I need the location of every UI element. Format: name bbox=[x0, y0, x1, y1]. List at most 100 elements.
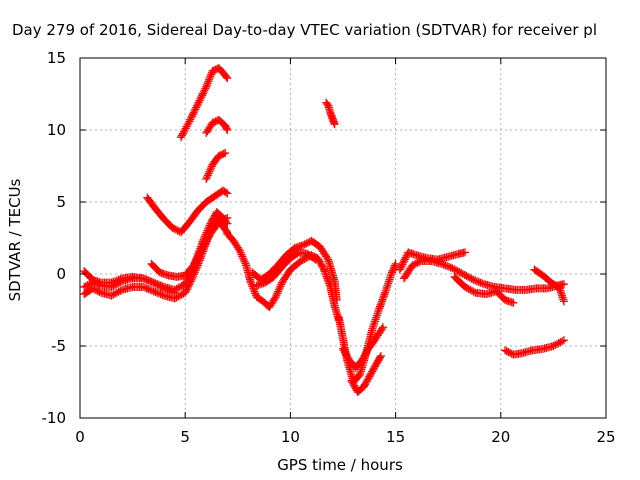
data-point bbox=[201, 238, 210, 247]
data-point bbox=[474, 277, 483, 286]
data-point bbox=[207, 70, 216, 79]
data-point bbox=[175, 291, 184, 300]
data-point bbox=[390, 263, 399, 272]
data-point bbox=[193, 100, 202, 109]
data-point bbox=[206, 72, 215, 81]
data-point bbox=[270, 294, 279, 303]
data-point bbox=[467, 274, 476, 283]
data-point bbox=[396, 263, 405, 272]
series-track-j bbox=[248, 236, 341, 304]
data-point bbox=[170, 224, 179, 233]
data-point bbox=[204, 169, 213, 178]
data-point bbox=[300, 240, 309, 249]
y-tick-label: 5 bbox=[56, 193, 66, 211]
data-point bbox=[332, 295, 341, 304]
data-point bbox=[388, 266, 397, 275]
data-point bbox=[200, 86, 209, 95]
data-point bbox=[153, 288, 162, 297]
data-point bbox=[552, 340, 561, 349]
data-point bbox=[177, 282, 186, 290]
data-point bbox=[222, 124, 231, 133]
data-point bbox=[206, 165, 215, 174]
data-point bbox=[251, 289, 260, 298]
data-point bbox=[462, 283, 471, 292]
data-point bbox=[151, 279, 160, 288]
data-point bbox=[196, 94, 205, 103]
data-point bbox=[319, 264, 328, 273]
data-point bbox=[107, 278, 116, 287]
data-point bbox=[181, 124, 190, 133]
data-point bbox=[144, 285, 153, 294]
x-tick-label: 0 bbox=[75, 428, 85, 446]
data-point bbox=[296, 257, 305, 266]
data-point bbox=[160, 284, 169, 293]
data-point bbox=[236, 248, 245, 257]
data-point bbox=[437, 259, 446, 268]
data-point bbox=[80, 282, 89, 291]
data-point bbox=[411, 259, 420, 268]
data-point bbox=[116, 286, 125, 295]
data-point bbox=[302, 239, 311, 248]
data-point bbox=[85, 280, 94, 289]
data-point bbox=[170, 288, 179, 297]
data-point bbox=[464, 272, 473, 281]
series-track-n bbox=[339, 323, 387, 372]
plot-frame bbox=[79, 57, 607, 419]
data-point bbox=[199, 242, 208, 250]
data-point bbox=[190, 259, 199, 268]
data-point bbox=[401, 253, 410, 262]
data-point bbox=[107, 291, 116, 300]
data-point bbox=[81, 282, 90, 291]
y-tick-label: 10 bbox=[47, 121, 66, 139]
chart-title: Day 279 of 2016, Sidereal Day-to-day VTE… bbox=[12, 21, 597, 39]
series-track-m bbox=[334, 259, 400, 386]
axis-ticks: 0 5 10 15 20 25 -10 -5 0 5 10 15 bbox=[42, 49, 616, 446]
data-point bbox=[214, 218, 223, 227]
data-point bbox=[142, 284, 151, 293]
data-point bbox=[389, 264, 398, 273]
data-point bbox=[501, 346, 510, 355]
data-point bbox=[109, 290, 118, 299]
data-point bbox=[204, 223, 213, 232]
data-point bbox=[444, 262, 453, 271]
y-tick-label: 0 bbox=[56, 265, 66, 283]
data-point bbox=[277, 280, 286, 289]
data-point bbox=[469, 287, 478, 296]
data-point bbox=[273, 289, 282, 298]
data-point bbox=[174, 283, 183, 292]
data-point bbox=[443, 262, 452, 271]
data-point bbox=[240, 257, 249, 266]
data-point bbox=[202, 174, 211, 183]
data-point bbox=[153, 280, 162, 289]
data-point bbox=[274, 287, 283, 296]
data-point bbox=[310, 254, 319, 263]
data-point bbox=[219, 149, 228, 158]
data-point bbox=[205, 74, 214, 82]
data-point bbox=[189, 108, 198, 117]
data-point bbox=[408, 261, 417, 270]
series-track-g bbox=[202, 115, 232, 137]
data-point bbox=[468, 286, 477, 295]
data-point bbox=[147, 277, 156, 286]
data-point bbox=[223, 189, 232, 198]
data-point bbox=[151, 288, 160, 296]
data-point bbox=[197, 247, 206, 256]
data-point bbox=[146, 285, 155, 294]
data-point bbox=[149, 287, 158, 296]
data-point bbox=[250, 287, 259, 296]
data-point bbox=[453, 267, 462, 276]
data-point bbox=[376, 352, 385, 361]
data-point bbox=[205, 167, 214, 176]
data-point bbox=[235, 246, 244, 255]
series-track-s bbox=[530, 265, 568, 306]
data-point bbox=[222, 72, 231, 81]
y-tick-label: -5 bbox=[51, 337, 66, 355]
data-point bbox=[221, 188, 230, 197]
data-point bbox=[465, 273, 474, 282]
data-point bbox=[330, 120, 339, 129]
data-point bbox=[311, 255, 320, 264]
data-point bbox=[234, 245, 243, 254]
data-point bbox=[441, 261, 450, 270]
data-point bbox=[439, 260, 448, 269]
